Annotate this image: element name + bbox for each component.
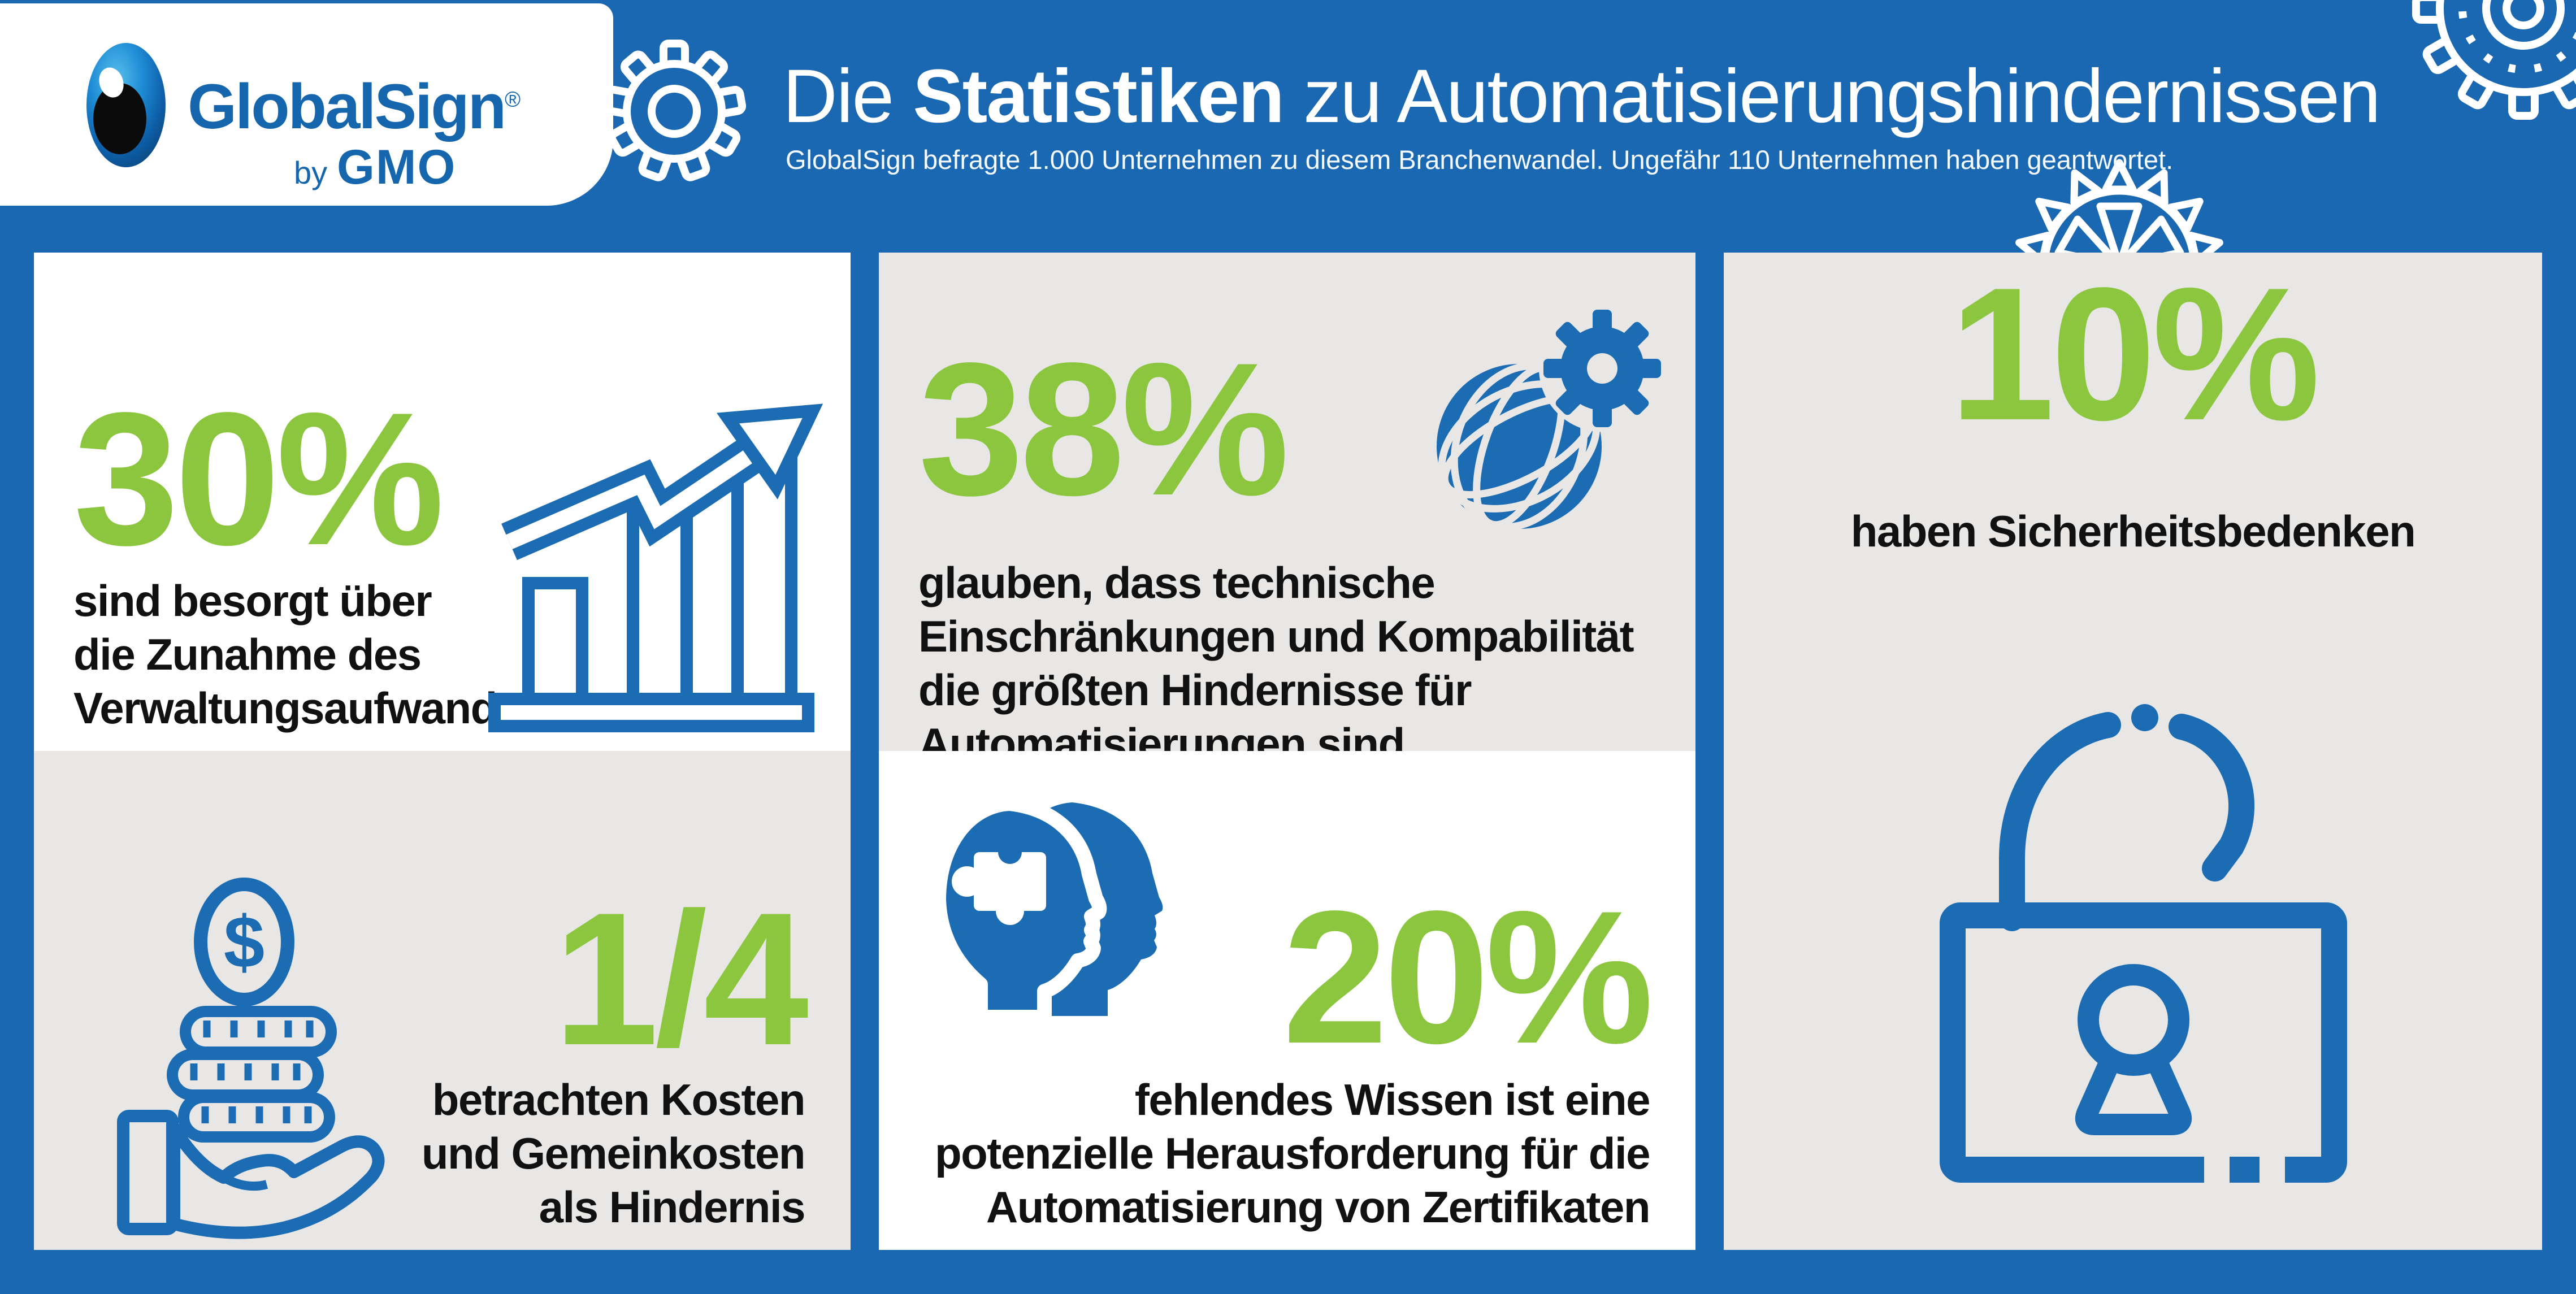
globalsign-eye-icon — [86, 43, 166, 167]
logo-byline-gmo: GMO — [337, 140, 457, 194]
stat-value: 30% — [73, 373, 444, 584]
card-technische-einschraenkungen: 38% glauben, — [879, 253, 1695, 768]
card-kosten: $ 1/4 betrachten Kosten und Gemeinkosten… — [34, 751, 851, 1250]
stat-value: 20% — [1282, 871, 1654, 1083]
stat-value: 38% — [918, 323, 1289, 535]
logo-byline-by: by — [294, 155, 328, 190]
registered-mark: ® — [505, 88, 521, 112]
logo-box: GlobalSign® by GMO — [0, 3, 613, 206]
stat-value: 1/4 — [553, 873, 809, 1084]
globe-gear-icon — [1437, 305, 1666, 531]
open-padlock-icon — [1940, 704, 2347, 1187]
stat-description: sind besorgt über die Zunahme des Verwal… — [73, 576, 521, 733]
stat-description: haben Sicherheitsbedenken — [1850, 506, 2416, 556]
stat-description: glauben, dass technische Einschränkungen… — [918, 558, 1634, 768]
heads-puzzle-icon — [931, 796, 1163, 1024]
page-subtitle: GlobalSign befragte 1.000 Unternehmen zu… — [786, 145, 2174, 175]
bar-chart-rising-arrow-icon — [488, 403, 823, 732]
stat-value: 10% — [1949, 248, 2321, 459]
dollar-sign: $ — [224, 901, 264, 983]
hand-coins-icon: $ — [117, 878, 385, 1239]
page-title: Die Statistiken zu Automatisierungshinde… — [783, 54, 2381, 138]
stat-description: fehlendes Wissen ist eine potenzielle He… — [934, 1075, 1651, 1232]
card-fehlendes-wissen: 20% fehlendes Wissen ist eine potenziell… — [879, 751, 1695, 1250]
stat-description: betrachten Kosten und Gemeinkosten als H… — [421, 1075, 806, 1232]
gear-icon — [602, 40, 747, 181]
card-sicherheitsbedenken: 10% haben Sicherheitsbedenken — [1724, 253, 2542, 1250]
logo-brand-text: GlobalSign® — [188, 71, 521, 142]
corner-gear-icon — [2412, 0, 2576, 120]
card-verwaltungsaufwand: 30% sind besorgt über die Zunahme des Ve… — [34, 253, 851, 751]
